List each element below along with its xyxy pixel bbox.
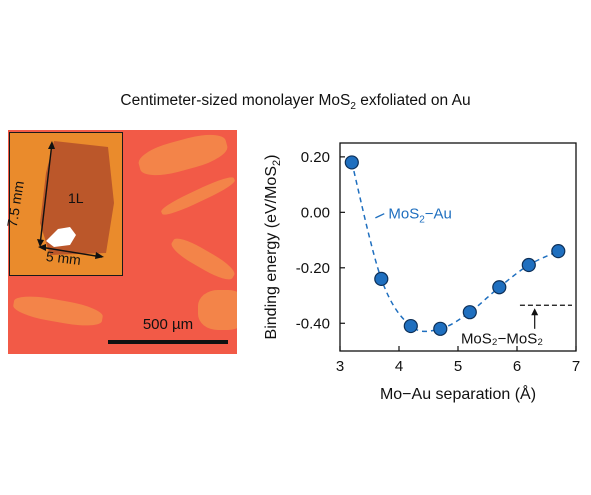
binding-energy-chart: 3 4 5 6 7 0.20 0.00 -0.20 -0.40 Mo−Au separation … — [263, 142, 580, 403]
x-tick-label-7: 7 — [572, 358, 580, 375]
reference-arrowhead — [531, 308, 539, 316]
inset-layer-label: 1L — [68, 190, 84, 206]
y-tick-label--0.20: -0.20 — [296, 260, 330, 277]
x-tick-label-4: 4 — [395, 358, 403, 375]
x-tick-label-5: 5 — [454, 358, 462, 375]
y-axis-label: Binding energy (eV/MoS2) — [263, 155, 283, 340]
inset-photo — [9, 132, 123, 276]
x-tick-label-6: 6 — [513, 358, 521, 375]
data-point-4 — [433, 321, 448, 336]
series-label: MoS2−Au — [388, 206, 452, 226]
data-point-6 — [492, 280, 507, 295]
scale-bar-label: 500 µm — [142, 316, 194, 333]
y-tick-label-0.00: 0.00 — [301, 204, 330, 221]
data-point-1 — [344, 155, 359, 170]
height-arrow — [39, 142, 53, 246]
y-tick-label-0.20: 0.20 — [301, 149, 330, 166]
reference-label: MoS₂−MoS₂ — [461, 331, 543, 348]
monolayer-flake — [40, 141, 114, 255]
data-point-2 — [374, 271, 389, 286]
series-label-leader — [375, 213, 385, 219]
width-arrow — [39, 246, 103, 258]
x-axis-label: Mo−Au separation (Å) — [380, 384, 536, 403]
fit-curve — [351, 162, 559, 333]
data-point-5 — [462, 305, 477, 320]
data-point-8 — [551, 244, 566, 259]
figure-title: Centimeter-sized monolayer MoS2 exfoliat… — [120, 92, 471, 113]
y-tick-label--0.40: -0.40 — [296, 315, 330, 332]
data-point-3 — [403, 318, 418, 334]
bulk-crystal — [46, 227, 76, 247]
scale-bar — [108, 340, 228, 344]
x-tick-label-3: 3 — [336, 358, 344, 375]
data-point-7 — [521, 257, 536, 273]
inset-drawing — [37, 141, 114, 259]
